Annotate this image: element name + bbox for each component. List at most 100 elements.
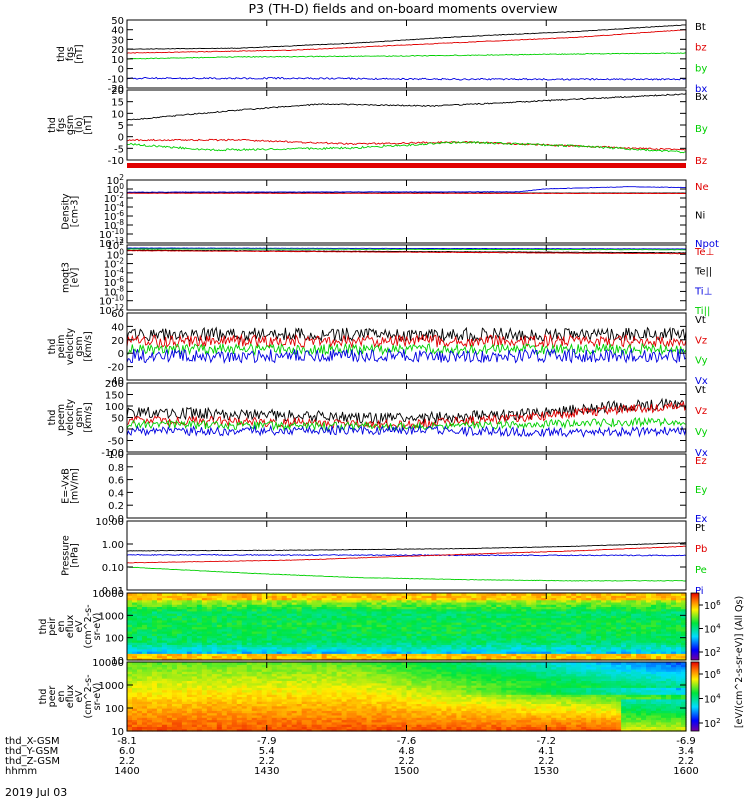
heatmap-cell bbox=[216, 696, 223, 700]
heatmap-cell bbox=[481, 599, 487, 603]
heatmap-cell bbox=[356, 646, 363, 650]
heatmap-cell bbox=[196, 613, 203, 616]
heatmap-cell bbox=[241, 606, 248, 610]
y-axis-label: sr-eV) bbox=[92, 613, 103, 641]
heatmap-cell bbox=[391, 606, 398, 610]
heatmap-cell bbox=[541, 642, 547, 645]
heatmap-cell bbox=[491, 633, 497, 637]
heatmap-cell bbox=[127, 698, 133, 702]
heatmap-cell bbox=[331, 721, 338, 725]
heatmap-cell bbox=[431, 622, 438, 625]
heatmap-cell bbox=[186, 705, 193, 709]
heatmap-cell bbox=[476, 630, 482, 634]
heatmap-cell bbox=[301, 696, 308, 700]
heatmap-cell bbox=[156, 691, 163, 695]
heatmap-cell bbox=[416, 610, 423, 614]
heatmap-cell bbox=[586, 637, 592, 641]
heatmap-cell bbox=[311, 673, 318, 677]
heatmap-cell bbox=[316, 682, 323, 686]
heatmap-cell bbox=[236, 593, 243, 596]
heatmap-cell bbox=[516, 622, 522, 625]
heatmap-cell bbox=[166, 595, 173, 599]
heatmap-cell bbox=[281, 703, 288, 707]
heatmap-cell bbox=[127, 673, 133, 677]
heatmap-cell bbox=[196, 696, 203, 700]
heatmap-cell bbox=[286, 680, 293, 684]
heatmap-cell bbox=[501, 601, 507, 605]
heatmap-cell bbox=[566, 648, 572, 652]
heatmap-cell bbox=[186, 610, 193, 614]
heatmap-cell bbox=[286, 668, 293, 672]
heatmap-cell bbox=[541, 622, 547, 625]
heatmap-cell bbox=[236, 619, 243, 623]
heatmap-cell bbox=[311, 721, 318, 725]
heatmap-cell bbox=[171, 717, 178, 721]
heatmap-cell bbox=[127, 653, 133, 657]
heatmap-cell bbox=[476, 604, 482, 607]
heatmap-cell bbox=[646, 630, 652, 634]
heatmap-cell bbox=[451, 648, 458, 652]
heatmap-cell bbox=[441, 639, 448, 643]
heatmap-cell bbox=[551, 615, 557, 619]
heatmap-cell bbox=[461, 630, 467, 634]
heatmap-cell bbox=[151, 639, 158, 643]
heatmap-cell bbox=[666, 606, 672, 610]
heatmap-cell bbox=[141, 593, 148, 596]
heatmap-cell bbox=[271, 610, 278, 614]
heatmap-cell bbox=[566, 657, 572, 661]
heatmap-cell bbox=[241, 617, 248, 621]
heatmap-cell bbox=[336, 626, 343, 630]
heatmap-cell bbox=[316, 608, 323, 612]
heatmap-cell bbox=[286, 664, 293, 668]
heatmap-cell bbox=[251, 701, 258, 704]
heatmap-cell bbox=[191, 671, 198, 675]
heatmap-cell bbox=[441, 644, 448, 648]
heatmap-cell bbox=[616, 653, 622, 657]
heatmap-cell bbox=[281, 622, 288, 625]
heatmap-cell bbox=[271, 726, 278, 730]
heatmap-cell bbox=[241, 630, 248, 634]
heatmap-cell bbox=[326, 724, 333, 727]
heatmap-cell bbox=[206, 691, 213, 695]
heatmap-cell bbox=[586, 606, 592, 610]
heatmap-cell bbox=[301, 626, 308, 630]
heatmap-cell bbox=[616, 646, 622, 650]
heatmap-cell bbox=[601, 613, 607, 616]
heatmap-cell bbox=[576, 593, 582, 596]
heatmap-cell bbox=[416, 608, 423, 612]
panel-frame bbox=[126, 179, 687, 244]
heatmap-cell bbox=[251, 626, 258, 630]
heatmap-cell bbox=[376, 615, 383, 619]
heatmap-cell bbox=[401, 610, 408, 614]
heatmap-cell bbox=[171, 619, 178, 623]
heatmap-cell bbox=[586, 622, 592, 625]
heatmap-cell bbox=[591, 626, 597, 630]
heatmap-cell bbox=[346, 619, 353, 623]
heatmap-cell bbox=[366, 597, 373, 601]
heatmap-cell bbox=[176, 664, 183, 668]
heatmap-cell bbox=[576, 601, 582, 605]
heatmap-cell bbox=[456, 648, 462, 652]
heatmap-cell bbox=[266, 633, 273, 637]
heatmap-cell bbox=[476, 651, 482, 654]
heatmap-cell bbox=[161, 719, 168, 723]
heatmap-cell bbox=[516, 639, 522, 643]
heatmap-cell bbox=[441, 637, 448, 641]
heatmap-cell bbox=[481, 642, 487, 645]
heatmap-cell bbox=[226, 601, 233, 605]
heatmap-cell bbox=[611, 615, 617, 619]
heatmap-cell bbox=[556, 626, 562, 630]
heatmap-cell bbox=[661, 617, 667, 621]
heatmap-cell bbox=[436, 615, 443, 619]
heatmap-cell bbox=[351, 653, 358, 657]
heatmap-cell bbox=[256, 619, 263, 623]
heatmap-cell bbox=[596, 606, 602, 610]
heatmap-cell bbox=[246, 710, 253, 714]
heatmap-cell bbox=[191, 726, 198, 730]
heatmap-cell bbox=[251, 639, 258, 643]
heatmap-cell bbox=[601, 651, 607, 654]
heatmap-cell bbox=[466, 608, 472, 612]
heatmap-cell bbox=[471, 599, 477, 603]
heatmap-cell bbox=[286, 593, 293, 596]
heatmap-cell bbox=[271, 633, 278, 637]
